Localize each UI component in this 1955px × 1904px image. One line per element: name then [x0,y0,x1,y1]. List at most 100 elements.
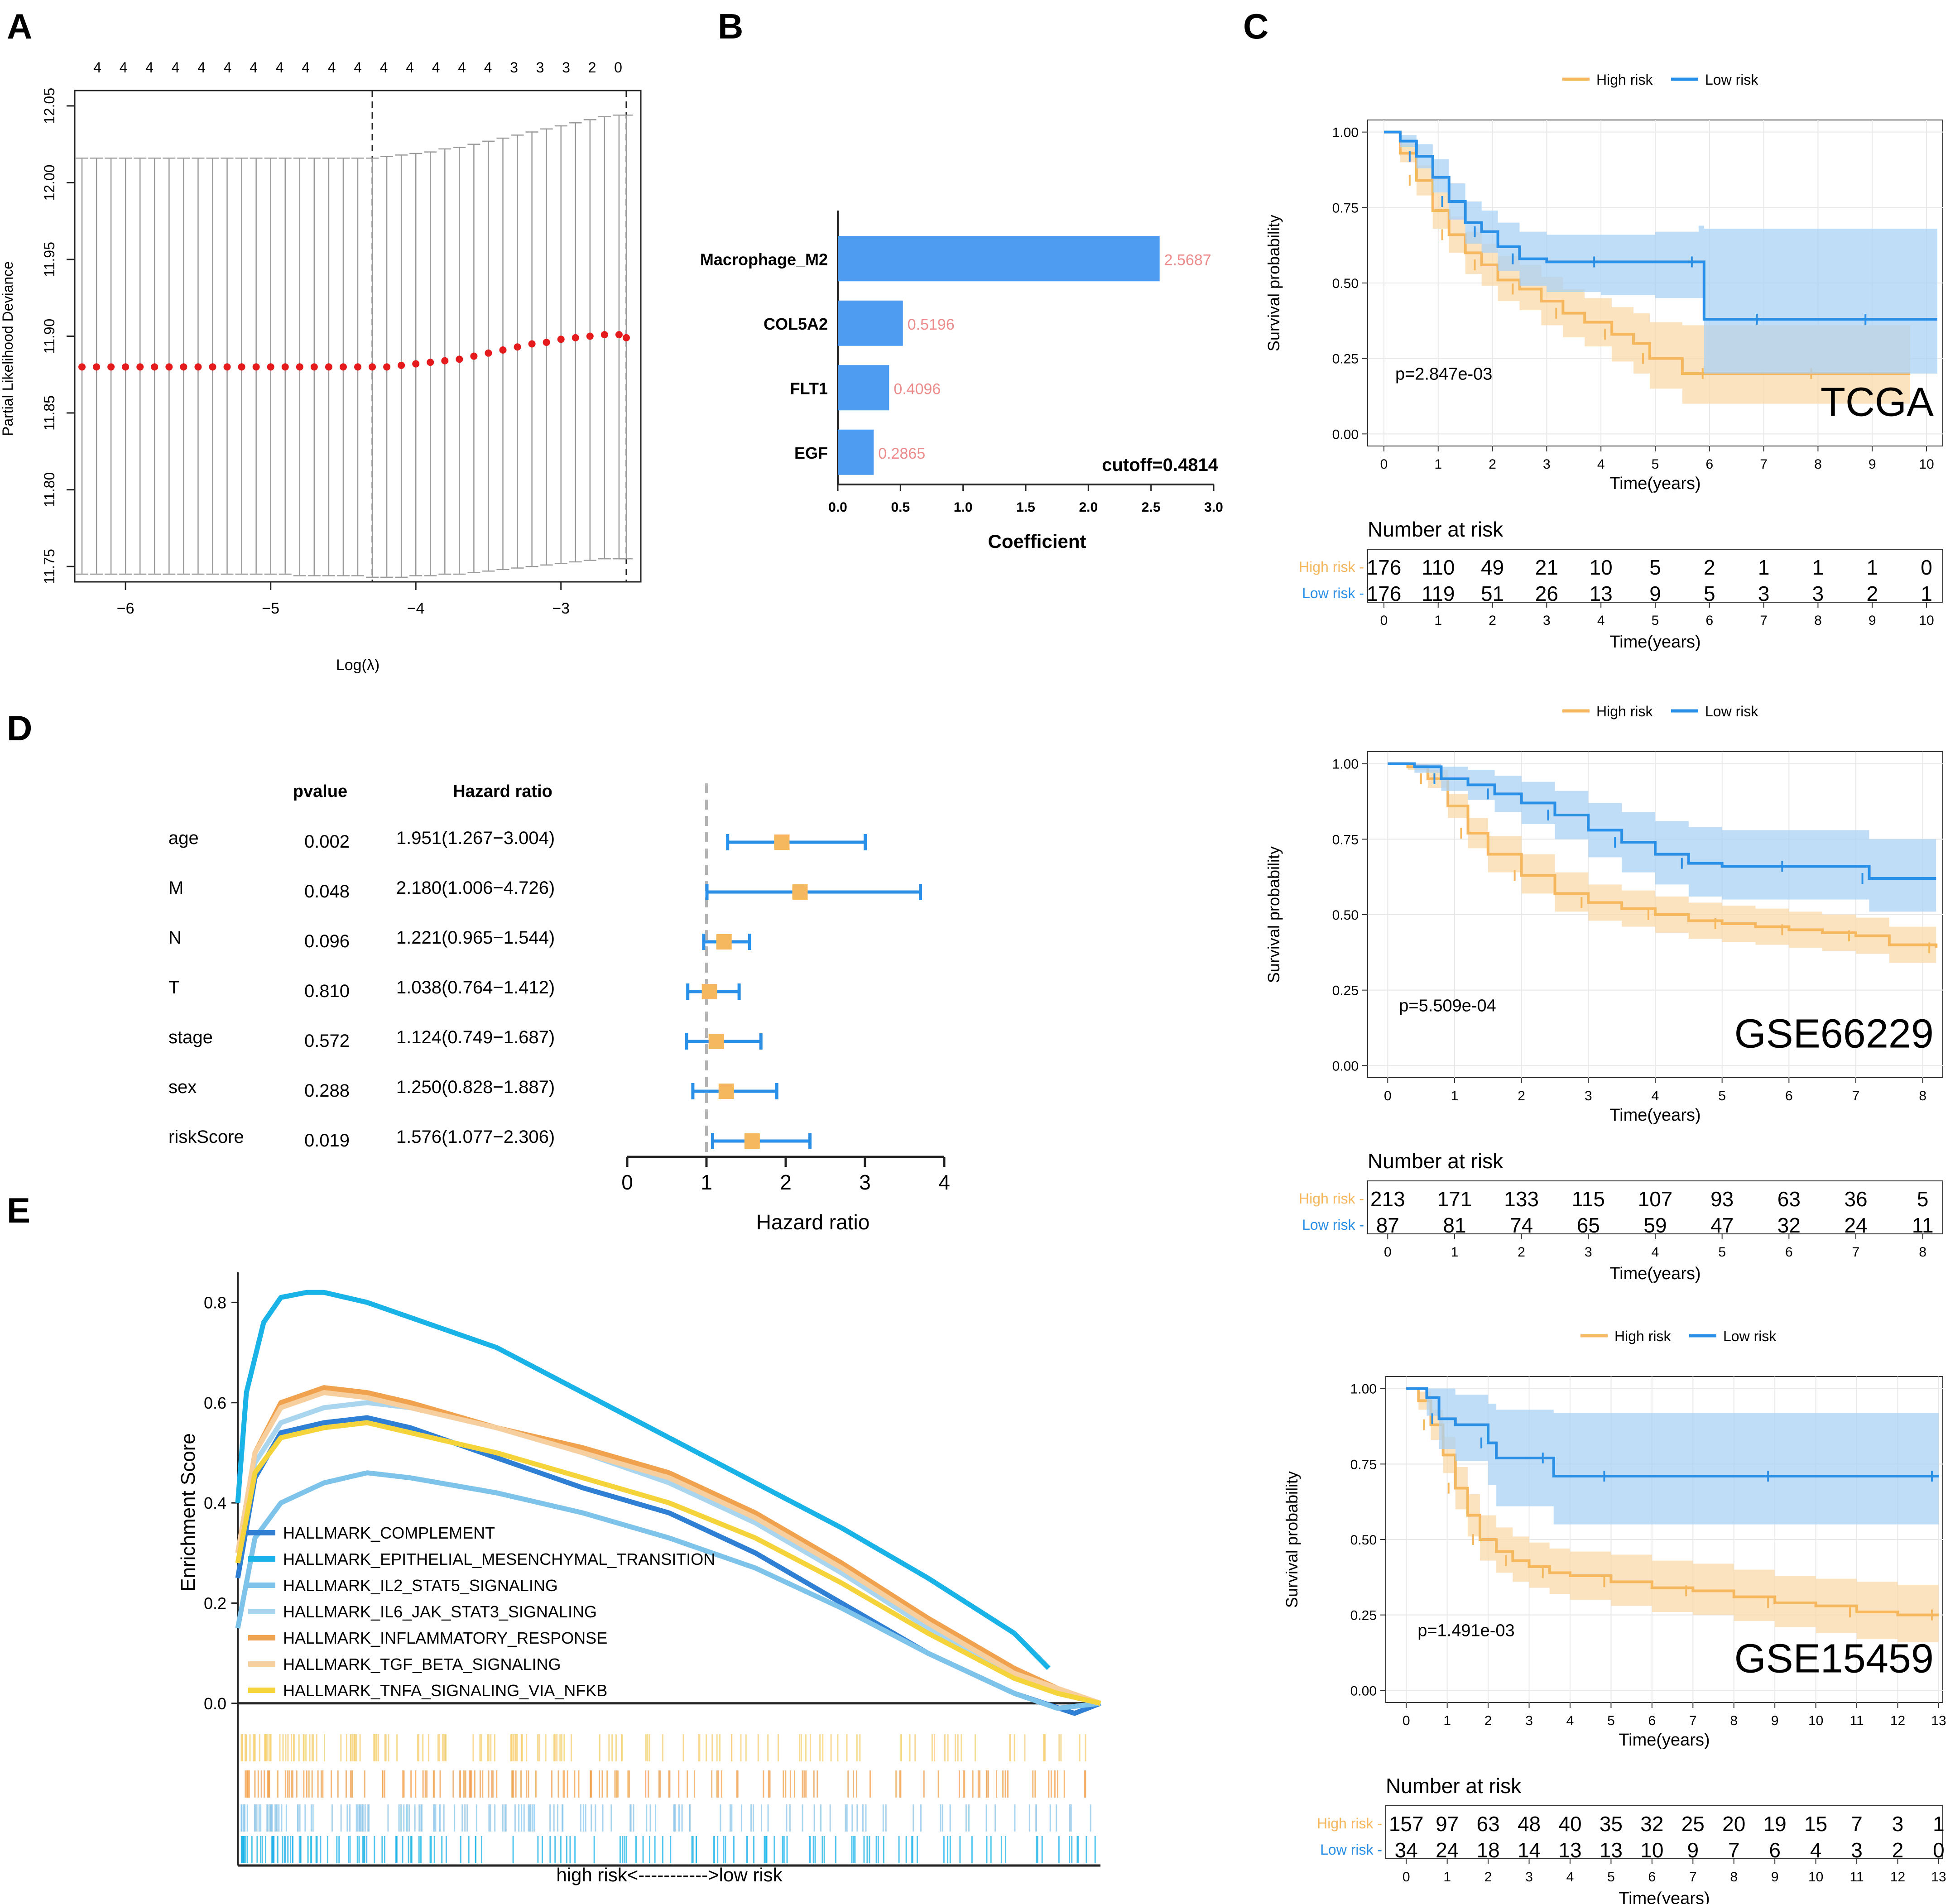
a-point [325,363,332,371]
forest-point [792,884,808,900]
km-curve-low [1406,1387,1939,1477]
a-point [441,357,449,364]
km-risk-low-count: 9 [1687,1838,1699,1862]
km-risk-xtick-label: 9 [1869,613,1876,628]
km-risk-low-count: 7 [1728,1838,1740,1862]
forest-row-pvalue: 0.810 [304,981,350,1001]
b-bar [838,300,903,346]
km-risk-title: Number at risk [1368,1149,1503,1173]
panel-b-xlabel: Coefficient [988,531,1086,552]
gsea-legend-label: HALLMARK_IL2_STAT5_SIGNALING [283,1576,558,1595]
a-ytick-label: 12.00 [41,164,58,201]
a-point [339,363,347,371]
a-top-label: 4 [93,59,101,76]
km-xtick-label: 6 [1785,1089,1793,1103]
km-risk-low-count: 24 [1436,1838,1459,1862]
km-risk-xtick-label: 1 [1434,613,1442,628]
b-value-label: 0.5196 [908,316,955,333]
km-risk-low-count: 10 [1640,1838,1663,1862]
km-pvalue: p=1.491e-03 [1417,1621,1514,1640]
km-ytick-label: 0.75 [1332,201,1359,216]
a-point [223,363,231,371]
km-risk-row-high-label: High risk - [1299,1190,1364,1207]
forest-xtick-label: 4 [938,1170,950,1194]
a-point [615,331,623,339]
panel-label-c: C [1243,6,1268,46]
km-risk-low-count: 34 [1395,1838,1418,1862]
forest-row-hr-text: 1.124(0.749−1.687) [396,1027,555,1047]
b-bar [838,365,889,411]
panel-label-b: B [718,6,743,46]
km-risk-high-count: 20 [1722,1812,1745,1836]
a-xtick-label: −5 [262,600,279,617]
b-xtick-label: 2.5 [1142,500,1161,515]
km-xtick-label: 4 [1652,1089,1659,1103]
a-point [383,363,391,371]
km-ytick-label: 0.00 [1332,1059,1359,1074]
b-value-label: 0.2865 [878,445,925,462]
km-risk-title: Number at risk [1386,1774,1522,1798]
gsea-curve [235,1470,1101,1711]
a-point [499,346,507,354]
km-risk-xtick-label: 3 [1585,1245,1592,1260]
km-risk-low-count: 13 [1590,582,1613,605]
a-point [456,355,463,363]
km-risk-xtick-label: 0 [1403,1870,1410,1885]
km-risk-high-count: 115 [1572,1187,1605,1211]
km-risk-xtick-label: 11 [1849,1870,1864,1885]
km-risk-low-count: 11 [1912,1213,1934,1237]
km-risk-row-low-label: Low risk - [1302,1217,1364,1233]
km-risk-xtick-label: 6 [1705,613,1713,628]
a-xtick-label: −6 [117,600,134,617]
forest-row-hr-text: 1.576(1.077−2.306) [396,1127,555,1147]
km-risk-xtick-label: 8 [1919,1245,1926,1260]
km-risk-high-count: 1 [1758,556,1770,579]
km-xtick-label: 2 [1518,1089,1525,1103]
a-point [267,363,274,371]
b-xtick-label: 1.5 [1016,500,1035,515]
a-top-label: 2 [588,59,596,76]
forest-point [774,834,790,850]
km-risk-low-count: 18 [1477,1838,1500,1862]
km-risk-high-count: 48 [1518,1812,1541,1836]
km-risk-table [1367,549,1943,603]
km-risk-low-count: 24 [1844,1213,1867,1237]
km-ytick-label: 0.25 [1350,1608,1377,1623]
km-risk-xtick-label: 1 [1451,1245,1459,1260]
km-risk-low-count: 176 [1367,582,1402,605]
b-bar [838,236,1160,282]
b-category-label: Macrophage_M2 [700,250,828,269]
b-bar [838,429,874,475]
forest-row-pvalue: 0.572 [304,1031,350,1051]
km-risk-table [1385,1805,1943,1859]
km-risk-xtick-label: 7 [1760,613,1768,628]
km-risk-xtick-label: 7 [1852,1245,1860,1260]
km-xtick-label: 3 [1525,1713,1533,1728]
km-ytick-label: 0.50 [1332,276,1359,291]
a-top-label: 4 [380,59,388,76]
gsea-legend-label: HALLMARK_TNFA_SIGNALING_VIA_NFKB [283,1681,607,1700]
a-top-label: 4 [224,59,232,76]
km-risk-xtick-label: 4 [1652,1245,1659,1260]
km-risk-xtick-label: 8 [1730,1870,1738,1885]
km-risk-high-count: 171 [1437,1187,1472,1211]
gsea-curve [235,1385,1101,1706]
a-point [398,361,405,369]
a-top-label: 3 [536,59,544,76]
a-ytick-label: 11.75 [41,549,58,584]
panel-e-chart: 0.0 0.2 0.4 0.6 0.8 HALLMARK_COMPLEMENT HALLMA… [177,1272,1101,1885]
km-risk-xtick-label: 10 [1919,613,1934,628]
a-top-label: 4 [197,59,206,76]
km-risk-high-count: 3 [1892,1812,1904,1836]
km-risk-high-count: 97 [1436,1812,1459,1836]
km-risk-low-count: 47 [1710,1213,1734,1237]
km-risk-xtick-label: 2 [1484,1870,1492,1885]
gsea-ytick-label: 0.6 [204,1394,226,1412]
km-risk-low-count: 1 [1921,582,1932,605]
km-xtick-label: 0 [1403,1713,1410,1728]
panel-a-chart: −6 −5 −4 −3 11.75 11.80 11.85 11.90 11.95 12.00 12… [0,59,642,674]
km-risk-low-count: 5 [1704,582,1715,605]
gsea-ytick-label: 0.0 [204,1694,226,1713]
a-point [165,363,173,371]
